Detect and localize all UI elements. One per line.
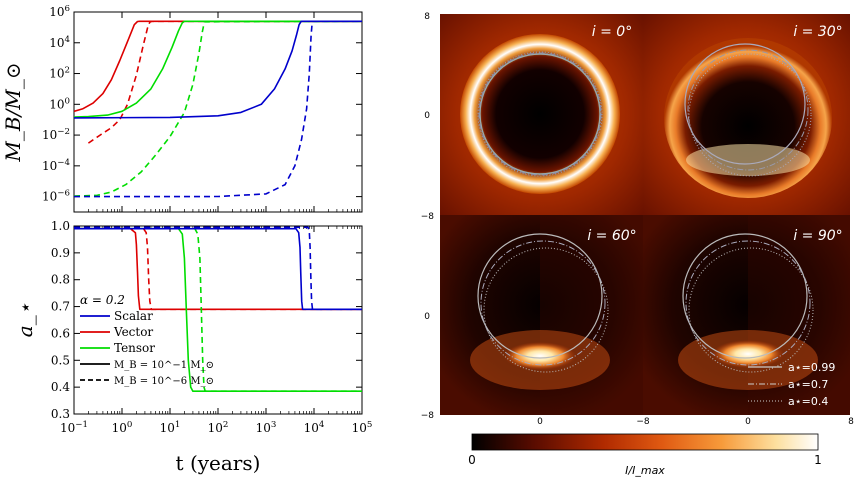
bl-xtick-label-5: 104: [304, 420, 325, 435]
tl-series-4: [74, 20, 362, 119]
top-left-series: [74, 20, 362, 198]
tl-ytick-label-4: 102: [49, 66, 70, 81]
img-axis-bottom-m8: −8: [636, 417, 650, 427]
bl-xtick-label-1: 100: [112, 420, 133, 435]
image-i60-label: i = 60°: [587, 228, 636, 244]
tl-series-2: [74, 20, 362, 118]
tl-series-1: [87, 20, 362, 144]
tl-ytick-label-5: 104: [49, 35, 70, 50]
contour-i0-04: [477, 51, 603, 177]
bl-xtick-label-6: 105: [352, 420, 373, 435]
bottom-left-frame: [73, 225, 363, 415]
bl-ytick-label-1: 0.4: [51, 380, 70, 394]
bl-xtick-label-3: 102: [208, 420, 229, 435]
img-axis-bottom-8: 8: [848, 417, 854, 427]
top-left-x-ticks: [73, 12, 363, 212]
contour-i90-099: [682, 233, 808, 359]
img-axis-left-mid-bottom: 0: [424, 312, 430, 322]
bl-ytick-label-2: 0.5: [51, 353, 70, 367]
colorbar-min-label: 0: [468, 453, 476, 467]
legend-items: Scalar Vector Tensor M_B = 10^−1 M_⊙ M_B = 1…: [80, 309, 214, 387]
bl-ytick-label-6: 0.9: [51, 246, 70, 260]
contour-i30-04: [688, 53, 812, 177]
tl-series-0: [74, 20, 362, 113]
contour-legend-099: a⋆=0.99: [788, 361, 835, 374]
tl-ytick-label-6: 106: [49, 4, 70, 19]
image-panel-i30: i = 30°: [643, 14, 850, 215]
colorbar: [471, 433, 819, 451]
legend-label-3: M_B = 10^−1 M_⊙: [114, 360, 214, 371]
bl-series-2: [74, 227, 362, 393]
tl-ytick-label-3: 100: [49, 96, 70, 111]
contour-i90-04: [688, 247, 814, 373]
contour-legend-07: a⋆=0.7: [788, 378, 828, 391]
top-left-y-ticks: 10−6 10−4 10−2 100 102 104 106: [42, 4, 362, 204]
image-i0-label: i = 0°: [592, 24, 632, 40]
legend-label-1: Vector: [113, 325, 153, 339]
image-i60-hotspot: [504, 342, 576, 370]
bl-xtick-label-2: 101: [160, 420, 181, 435]
contour-legend: a⋆=0.99 a⋆=0.7 a⋆=0.4: [748, 361, 835, 408]
colorbar-max-label: 1: [814, 453, 822, 467]
legend: α = 0.2 Scalar Vector Tensor M_B = 10^−1 M_…: [80, 293, 214, 387]
image-i30-lower-glow: [686, 144, 810, 176]
bl-xtick-label-0: 10−1: [60, 420, 88, 435]
tl-ytick-label-1: 10−4: [42, 158, 71, 173]
legend-label-2: Tensor: [114, 341, 155, 355]
bl-xtick-label-4: 103: [256, 420, 277, 435]
right-panel: i = 0° i = 30° i = 60°: [421, 12, 854, 477]
bl-ytick-label-5: 0.8: [51, 273, 70, 287]
contour-i30-07: [687, 49, 809, 171]
bottom-left-ylabel: a_⋆: [13, 303, 37, 337]
img-axis-left-mid: −8: [421, 212, 435, 222]
legend-label-0: Scalar: [114, 309, 153, 323]
contour-i0-07: [478, 52, 602, 176]
contour-i60-099: [477, 233, 603, 359]
bl-series-4: [74, 227, 362, 311]
bottom-left-panel: 0.3 0.4 0.5 0.6 0.7 0.8 0.9 1.0 10−1 100 101 102 10…: [13, 219, 372, 475]
img-axis-left-mid-top: 0: [424, 111, 430, 121]
image-panel-i90: i = 90° a⋆=0.99 a⋆=0.7 a⋆=0.4: [643, 215, 850, 415]
bottom-left-series: [74, 226, 362, 393]
bl-series-3: [74, 227, 362, 393]
img-axis-left-bottom: −8: [421, 411, 435, 421]
legend-label-4: M_B = 10^−6 M_⊙: [114, 376, 214, 387]
image-i90-hotspot: [712, 340, 784, 368]
top-left-panel: 10−6 10−4 10−2 100 102 104 106 M_B/M_⊙: [1, 4, 363, 213]
image-panel-i60: i = 60°: [440, 215, 643, 415]
image-i30-label: i = 30°: [793, 24, 842, 40]
bl-ytick-label-4: 0.7: [51, 300, 70, 314]
colorbar-label: I/I_max: [625, 464, 665, 477]
bl-ytick-label-3: 0.6: [51, 326, 70, 340]
tl-series-3: [74, 20, 362, 197]
contour-i90-07: [685, 240, 811, 366]
image-i0-ring: [460, 34, 620, 194]
contour-i60-07: [480, 240, 606, 366]
img-axis-bottom-0b: 0: [745, 417, 751, 427]
bl-series-5: [74, 226, 362, 311]
img-axis-bottom-0a: 0: [537, 417, 543, 427]
top-left-ylabel: M_B/M_⊙: [1, 62, 25, 162]
contour-i30-099: [684, 43, 806, 165]
image-i90-label: i = 90°: [793, 228, 842, 244]
bottom-left-y-ticks: 0.3 0.4 0.5 0.6 0.7 0.8 0.9 1.0: [51, 219, 362, 421]
image-panel-i0: i = 0°: [440, 14, 643, 215]
contour-legend-04: a⋆=0.4: [788, 395, 828, 408]
bottom-left-xlabel: t (years): [176, 451, 261, 475]
bl-ytick-label-7: 1.0: [51, 219, 70, 233]
img-axis-left-top: 8: [424, 12, 430, 22]
legend-title: α = 0.2: [80, 293, 125, 307]
tl-ytick-label-0: 10−6: [42, 189, 70, 204]
contour-i60-04: [483, 247, 609, 373]
tl-ytick-label-2: 10−2: [42, 127, 70, 142]
bl-ytick-label-0: 0.3: [51, 407, 70, 421]
contour-i0-099: [479, 53, 601, 175]
